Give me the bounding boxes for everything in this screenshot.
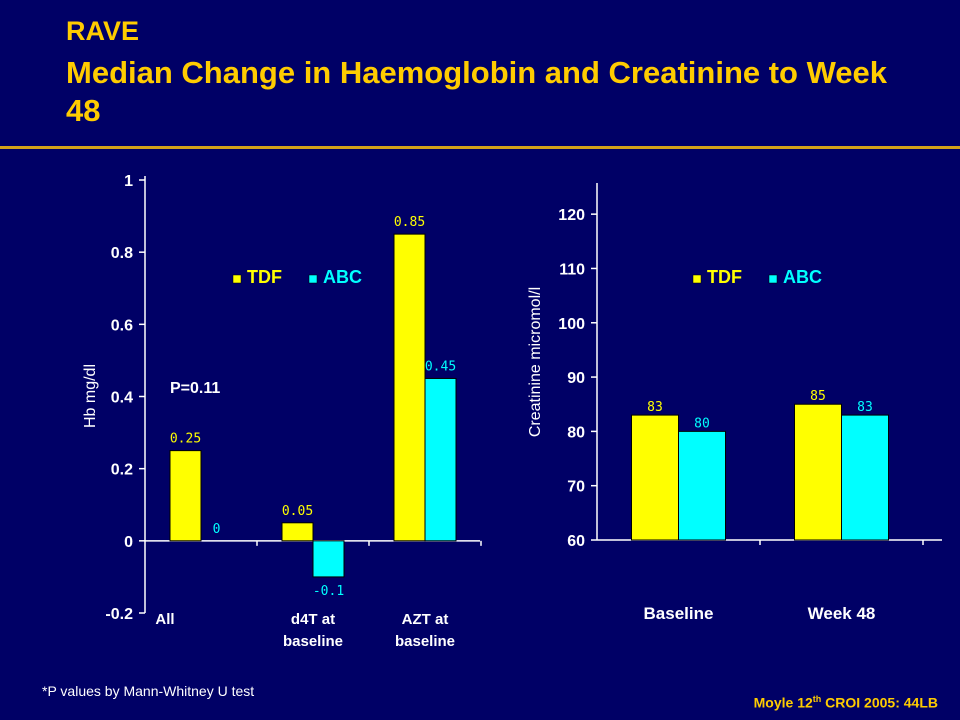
chart2-y-tick-label: 60 — [567, 533, 585, 550]
chart1-category-label: AZT at baseline — [395, 611, 455, 650]
chart1-bar-tdf — [281, 522, 314, 542]
chart1-data-label: -0.1 — [313, 584, 344, 599]
chart1-data-label: 0.05 — [282, 504, 313, 519]
chart1-bar-abc — [312, 540, 345, 578]
chart1-bar-tdf — [393, 233, 426, 542]
chart1-category-label-line: d4T at — [291, 611, 335, 628]
chart2-data-label: 83 — [857, 400, 873, 415]
chart2-category-label-line: Week 48 — [808, 604, 876, 623]
slide-subtitle: Median Change in Haemoglobin and Creatin… — [66, 55, 888, 128]
chart2-category-label: Baseline — [644, 604, 714, 623]
chart2-data-label: 85 — [810, 389, 826, 404]
chart2-bar-abc — [841, 414, 889, 541]
chart2-category-label-line: Baseline — [644, 604, 714, 623]
chart2-legend-label-tdf: TDF — [707, 267, 742, 287]
chart1-category-label: d4T at baseline — [283, 611, 343, 650]
chart2-y-tick-label: 90 — [567, 370, 585, 387]
chart1-legend-label-tdf: TDF — [247, 267, 282, 287]
chart1-data-label: 0.45 — [425, 359, 456, 374]
title-divider — [0, 146, 960, 149]
chart2-bar-abc — [678, 430, 726, 541]
source-prefix: Moyle 12 — [753, 694, 813, 711]
chart1-category-label-line: baseline — [395, 633, 455, 650]
chart1-bar-tdf — [169, 450, 202, 542]
chart2-y-tick-label: 100 — [558, 316, 585, 333]
chart1-y-tick-label: 0.8 — [111, 245, 133, 262]
chart2-legend-label-abc: ABC — [783, 267, 822, 287]
chart1-category-label-line: All — [155, 611, 174, 628]
footnote: *P values by Mann-Whitney U test — [42, 683, 255, 699]
chart2-bar-tdf — [631, 414, 679, 541]
chart2-category-label: Week 48 — [808, 604, 876, 623]
chart1-y-tick-label: 0.6 — [111, 317, 133, 334]
chart1-bar-abc — [424, 377, 457, 542]
chart1-data-label: 0.25 — [170, 432, 201, 447]
chart2-y-axis-title: Creatinine micromol/l — [527, 287, 544, 437]
chart1-y-tick-label: -0.2 — [105, 606, 133, 623]
chart2-data-label: 80 — [694, 416, 710, 431]
chart2-y-tick-label: 120 — [558, 207, 585, 224]
chart1-y-tick-label: 1 — [124, 173, 133, 190]
source-sup: th — [812, 694, 822, 704]
chart1-category-label-line: AZT at — [402, 611, 449, 628]
chart1-category-label: All — [155, 611, 174, 628]
slide-title: RAVE — [66, 16, 140, 46]
chart2-data-label: 83 — [647, 400, 663, 415]
chart2-legend-swatch-abc — [768, 274, 778, 284]
chart2-legend-swatch-tdf — [692, 274, 702, 284]
chart1-category-label-line: baseline — [283, 633, 343, 650]
chart1-p-value-annotation: P=0.11 — [170, 380, 220, 397]
chart2-y-tick-label: 80 — [567, 424, 585, 441]
chart2-bar-tdf — [794, 403, 842, 541]
source-citation: Moyle 12th CROI 2005: 44LB — [754, 694, 938, 711]
chart1-data-label: 0.85 — [394, 215, 425, 230]
chart1-y-tick-label: 0.2 — [111, 462, 133, 479]
chart1-y-tick-label: 0 — [124, 534, 133, 551]
chart1-legend-swatch-abc — [308, 274, 318, 284]
chart2-y-tick-label: 70 — [567, 479, 585, 496]
chart1-data-label: 0 — [213, 522, 221, 537]
chart1-y-axis-title: Hb mg/dl — [82, 364, 99, 428]
chart1-legend-swatch-tdf — [232, 274, 242, 284]
chart1-y-tick-label: 0.4 — [111, 390, 133, 407]
chart2-y-tick-label: 110 — [559, 261, 585, 278]
chart1-legend-label-abc: ABC — [323, 267, 362, 287]
source-suffix: CROI 2005: 44LB — [821, 694, 938, 711]
